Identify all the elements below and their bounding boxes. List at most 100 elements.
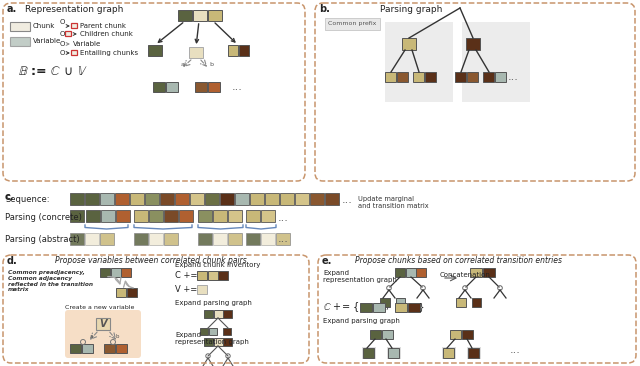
FancyBboxPatch shape — [424, 72, 435, 82]
FancyBboxPatch shape — [470, 268, 482, 277]
FancyBboxPatch shape — [111, 268, 120, 277]
FancyBboxPatch shape — [85, 193, 99, 205]
FancyBboxPatch shape — [261, 210, 275, 222]
Text: $\mathbb{C}$ += {: $\mathbb{C}$ += { — [323, 300, 360, 314]
FancyBboxPatch shape — [96, 318, 110, 330]
Text: Entailing chunks: Entailing chunks — [80, 50, 138, 56]
FancyBboxPatch shape — [360, 303, 372, 312]
Text: e.: e. — [322, 256, 332, 266]
FancyBboxPatch shape — [160, 193, 174, 205]
Text: Sequence:: Sequence: — [5, 195, 49, 205]
Text: ...: ... — [278, 234, 289, 244]
FancyBboxPatch shape — [115, 193, 129, 205]
FancyBboxPatch shape — [280, 193, 294, 205]
FancyBboxPatch shape — [246, 233, 260, 245]
Text: Representation graph: Representation graph — [25, 5, 124, 14]
FancyBboxPatch shape — [213, 210, 227, 222]
FancyBboxPatch shape — [204, 338, 213, 346]
FancyBboxPatch shape — [220, 193, 234, 205]
Text: ,: , — [386, 303, 388, 311]
Text: Expand
representation graph: Expand representation graph — [323, 270, 397, 283]
FancyBboxPatch shape — [388, 348, 399, 358]
FancyBboxPatch shape — [71, 23, 77, 28]
FancyBboxPatch shape — [198, 233, 212, 245]
FancyBboxPatch shape — [443, 348, 454, 358]
FancyBboxPatch shape — [239, 45, 249, 56]
Text: Common prefix: Common prefix — [328, 22, 376, 26]
FancyBboxPatch shape — [116, 210, 130, 222]
FancyBboxPatch shape — [189, 47, 203, 58]
FancyBboxPatch shape — [149, 210, 163, 222]
FancyBboxPatch shape — [246, 210, 260, 222]
FancyBboxPatch shape — [363, 348, 374, 358]
Text: Parsing (abstract): Parsing (abstract) — [5, 235, 79, 244]
FancyBboxPatch shape — [127, 288, 136, 297]
FancyBboxPatch shape — [362, 347, 376, 359]
FancyBboxPatch shape — [198, 210, 212, 222]
Text: Expand
representation graph: Expand representation graph — [175, 332, 249, 345]
FancyBboxPatch shape — [100, 268, 110, 277]
FancyBboxPatch shape — [207, 271, 218, 280]
FancyBboxPatch shape — [200, 328, 208, 335]
FancyBboxPatch shape — [175, 193, 189, 205]
FancyBboxPatch shape — [466, 38, 480, 50]
Text: Propose chunks based on correlated transition entries: Propose chunks based on correlated trans… — [355, 256, 562, 265]
FancyBboxPatch shape — [276, 233, 290, 245]
FancyBboxPatch shape — [214, 338, 223, 346]
Text: O: O — [60, 50, 65, 56]
FancyBboxPatch shape — [86, 210, 100, 222]
Text: b: b — [209, 61, 213, 67]
Text: O: O — [60, 31, 65, 37]
FancyBboxPatch shape — [223, 310, 232, 318]
FancyBboxPatch shape — [387, 347, 401, 359]
FancyBboxPatch shape — [467, 72, 477, 82]
FancyBboxPatch shape — [149, 233, 163, 245]
Text: c.: c. — [5, 192, 15, 202]
FancyBboxPatch shape — [190, 193, 204, 205]
Text: ...: ... — [508, 72, 519, 82]
FancyBboxPatch shape — [385, 22, 453, 102]
Text: ...: ... — [232, 82, 243, 92]
FancyBboxPatch shape — [166, 82, 178, 92]
FancyBboxPatch shape — [472, 298, 481, 307]
Text: b: b — [115, 335, 119, 340]
FancyBboxPatch shape — [295, 193, 309, 205]
FancyBboxPatch shape — [100, 193, 114, 205]
FancyBboxPatch shape — [395, 268, 405, 277]
FancyBboxPatch shape — [265, 193, 279, 205]
FancyBboxPatch shape — [450, 330, 461, 339]
FancyBboxPatch shape — [385, 72, 396, 82]
Text: Expand parsing graph: Expand parsing graph — [323, 318, 400, 324]
Text: ...: ... — [278, 213, 289, 223]
Text: Concatenation: Concatenation — [440, 272, 491, 278]
FancyBboxPatch shape — [261, 233, 275, 245]
FancyBboxPatch shape — [195, 82, 207, 92]
FancyBboxPatch shape — [442, 347, 456, 359]
FancyBboxPatch shape — [100, 233, 114, 245]
FancyBboxPatch shape — [406, 268, 415, 277]
FancyBboxPatch shape — [372, 303, 385, 312]
Text: Variable: Variable — [73, 41, 101, 47]
FancyBboxPatch shape — [65, 310, 141, 358]
FancyBboxPatch shape — [10, 37, 30, 46]
Text: d.: d. — [7, 256, 18, 266]
Text: Chunk: Chunk — [33, 23, 56, 29]
FancyBboxPatch shape — [104, 344, 115, 353]
Text: $\mathbb{B}$ := $\mathbb{C}$ $\cup$ $\mathbb{V}$: $\mathbb{B}$ := $\mathbb{C}$ $\cup$ $\ma… — [18, 65, 88, 78]
FancyBboxPatch shape — [70, 210, 84, 222]
FancyBboxPatch shape — [228, 210, 242, 222]
FancyBboxPatch shape — [197, 285, 207, 294]
FancyBboxPatch shape — [462, 22, 530, 102]
FancyBboxPatch shape — [408, 303, 419, 312]
FancyBboxPatch shape — [461, 330, 472, 339]
FancyBboxPatch shape — [223, 338, 232, 346]
FancyBboxPatch shape — [70, 193, 84, 205]
FancyBboxPatch shape — [455, 72, 466, 82]
Text: Children chunk: Children chunk — [80, 31, 133, 37]
FancyBboxPatch shape — [209, 328, 216, 335]
FancyBboxPatch shape — [116, 288, 126, 297]
FancyBboxPatch shape — [467, 347, 481, 359]
FancyBboxPatch shape — [204, 310, 213, 318]
FancyBboxPatch shape — [213, 233, 227, 245]
FancyBboxPatch shape — [310, 193, 324, 205]
